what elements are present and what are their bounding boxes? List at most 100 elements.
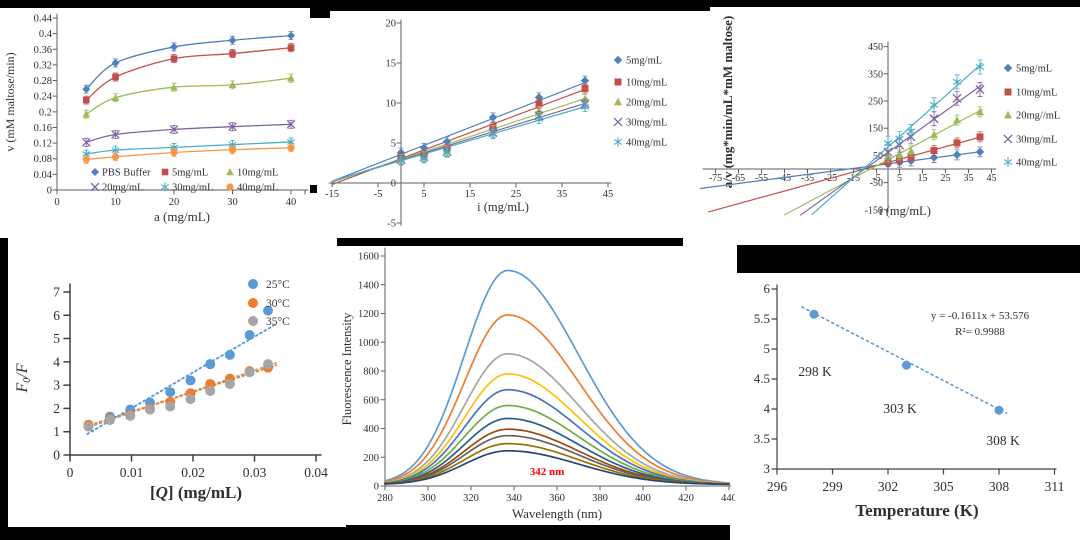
redaction-bar <box>0 0 310 8</box>
svg-text:308 K: 308 K <box>986 433 1020 448</box>
svg-text:0.12: 0.12 <box>34 139 52 150</box>
svg-text:250: 250 <box>868 97 883 108</box>
svg-text:5: 5 <box>897 173 902 184</box>
svg-text:Fluorescence Intensity: Fluorescence Intensity <box>340 312 354 426</box>
svg-text:342 nm: 342 nm <box>530 466 565 478</box>
svg-text:5mg/mL: 5mg/mL <box>626 56 662 67</box>
redaction-bar <box>0 527 346 540</box>
svg-text:-65: -65 <box>732 173 745 184</box>
svg-text:150: 150 <box>868 124 883 135</box>
svg-text:298 K: 298 K <box>798 364 832 379</box>
svg-text:35°C: 35°C <box>266 316 290 328</box>
svg-text:302: 302 <box>878 479 898 494</box>
svg-text:4: 4 <box>764 401 771 416</box>
svg-text:-55: -55 <box>755 173 768 184</box>
svg-text:35: 35 <box>964 173 974 184</box>
svg-text:4: 4 <box>53 354 60 369</box>
svg-text:v (mM maltose/min): v (mM maltose/min) <box>3 52 17 151</box>
svg-text:15: 15 <box>386 59 397 70</box>
svg-text:Wavelength (nm): Wavelength (nm) <box>512 506 602 521</box>
svg-text:i (mg/mL): i (mg/mL) <box>879 204 931 218</box>
svg-text:R²= 0.9988: R²= 0.9988 <box>955 326 1005 338</box>
svg-text:0.2: 0.2 <box>39 107 52 118</box>
svg-text:45: 45 <box>987 173 997 184</box>
svg-text:1200: 1200 <box>358 309 379 320</box>
svg-text:a (mg/mL): a (mg/mL) <box>154 209 210 224</box>
svg-text:i (mg/mL): i (mg/mL) <box>477 200 529 214</box>
redaction-bar <box>737 245 1080 273</box>
svg-text:Temperature (K): Temperature (K) <box>855 501 978 520</box>
svg-text:30mg/mL: 30mg/mL <box>172 183 213 194</box>
svg-text:1600: 1600 <box>358 252 379 263</box>
svg-text:0.28: 0.28 <box>34 76 52 87</box>
svg-text:3.5: 3.5 <box>754 431 770 446</box>
svg-text:5mg/mL: 5mg/mL <box>172 168 208 179</box>
svg-text:20mg/mL: 20mg/mL <box>102 183 143 194</box>
svg-text:10mg/mL: 10mg/mL <box>237 168 278 179</box>
panel-stern-volmer-plot: 0 1 2 3 4 5 6 7 0 0.01 0.02 0.03 0.04 F0/F [Q] (mg/mL)… <box>0 232 335 540</box>
redaction-bar <box>700 0 1080 7</box>
svg-text:[Q] (mg/mL): [Q] (mg/mL) <box>150 483 242 502</box>
svg-text:20: 20 <box>386 19 397 30</box>
svg-text:30mg/mL: 30mg/mL <box>626 118 667 129</box>
svg-text:45: 45 <box>603 189 614 200</box>
svg-text:20mg/mL: 20mg/mL <box>626 98 667 109</box>
svg-text:280: 280 <box>377 493 393 504</box>
redaction-bar <box>346 525 730 540</box>
svg-text:1000: 1000 <box>358 338 379 349</box>
svg-text:1: 1 <box>53 424 60 439</box>
svg-text:10: 10 <box>110 197 121 208</box>
chart-stern-volmer: 0 1 2 3 4 5 6 7 0 0.01 0.02 0.03 0.04 F0/F [Q] (mg/mL)… <box>14 279 328 502</box>
svg-text:0.02: 0.02 <box>181 465 205 480</box>
svg-text:350: 350 <box>868 69 883 80</box>
svg-text:0.01: 0.01 <box>120 465 144 480</box>
svg-text:10mg/mL: 10mg/mL <box>626 78 667 89</box>
svg-text:10: 10 <box>386 99 397 110</box>
svg-text:308: 308 <box>989 479 1010 494</box>
chart-velocity-vs-substrate: 0 0.04 0.08 0.12 0.16 0.2 0.24 0.28 0.32 0.36 0.4 0… <box>3 13 309 224</box>
svg-text:PBS Buffer: PBS Buffer <box>102 168 151 179</box>
chart-dixon-plot: -5 0 5 10 15 20 -15 -5 5 15 25 35 45 i (mg/mL) 5mg/mL 1… <box>325 19 667 230</box>
svg-text:40mg/mL: 40mg/mL <box>237 183 278 194</box>
svg-text:3: 3 <box>764 461 771 476</box>
svg-text:5: 5 <box>53 331 60 346</box>
panel-quenching-vs-temperature: 3 3.5 4 4.5 5 5.5 6 296 299 302 305 308 311 y = -0.16… <box>730 273 1080 540</box>
svg-text:6: 6 <box>764 281 771 296</box>
svg-text:5: 5 <box>764 341 771 356</box>
svg-text:0.36: 0.36 <box>34 45 52 56</box>
svg-text:-15: -15 <box>325 189 339 200</box>
svg-text:0: 0 <box>47 186 52 197</box>
svg-text:a/v (mg*min/mL*mM maltose): a/v (mg*min/mL*mM maltose) <box>720 16 735 189</box>
svg-text:-5: -5 <box>872 173 880 184</box>
svg-text:400: 400 <box>363 424 379 435</box>
svg-text:305: 305 <box>933 479 954 494</box>
svg-text:3: 3 <box>53 378 60 393</box>
svg-text:5mg/mL: 5mg/mL <box>1016 64 1052 75</box>
svg-text:-50: -50 <box>870 178 883 189</box>
svg-text:0.03: 0.03 <box>243 465 267 480</box>
svg-text:40mg/mL: 40mg/mL <box>1016 158 1057 169</box>
svg-text:0.04: 0.04 <box>34 170 53 181</box>
svg-text:25: 25 <box>511 189 522 200</box>
svg-text:0.32: 0.32 <box>34 60 52 71</box>
svg-text:7: 7 <box>53 284 60 299</box>
svg-text:360: 360 <box>549 493 565 504</box>
svg-text:4.5: 4.5 <box>754 371 770 386</box>
panel-fluorescence-spectra: 0 200 400 600 800 1000 1200 1400 1600 280 300 320 34… <box>335 232 735 540</box>
svg-text:-45: -45 <box>778 173 791 184</box>
redaction-bar <box>312 0 710 11</box>
panel-velocity-vs-substrate: 0 0.04 0.08 0.12 0.16 0.2 0.24 0.28 0.32 0.36 0.4 0… <box>0 0 330 232</box>
panel-cornish-bowden-plot: 450 350 250 150 50 -50 -150 -75 -65 -55 -45 -35 -25-… <box>700 0 1080 240</box>
svg-text:15: 15 <box>918 173 928 184</box>
svg-text:800: 800 <box>363 367 379 378</box>
chart-fluorescence-spectra: 0 200 400 600 800 1000 1200 1400 1600 280 300 320 34… <box>340 247 735 521</box>
svg-text:20: 20 <box>169 197 180 208</box>
svg-text:450: 450 <box>868 42 883 53</box>
svg-text:311: 311 <box>1045 479 1065 494</box>
svg-text:5.5: 5.5 <box>754 311 770 326</box>
svg-text:6: 6 <box>53 308 60 323</box>
svg-text:0: 0 <box>54 197 59 208</box>
svg-text:25°C: 25°C <box>266 279 290 291</box>
svg-text:30mg/mL: 30mg/mL <box>1016 135 1057 146</box>
